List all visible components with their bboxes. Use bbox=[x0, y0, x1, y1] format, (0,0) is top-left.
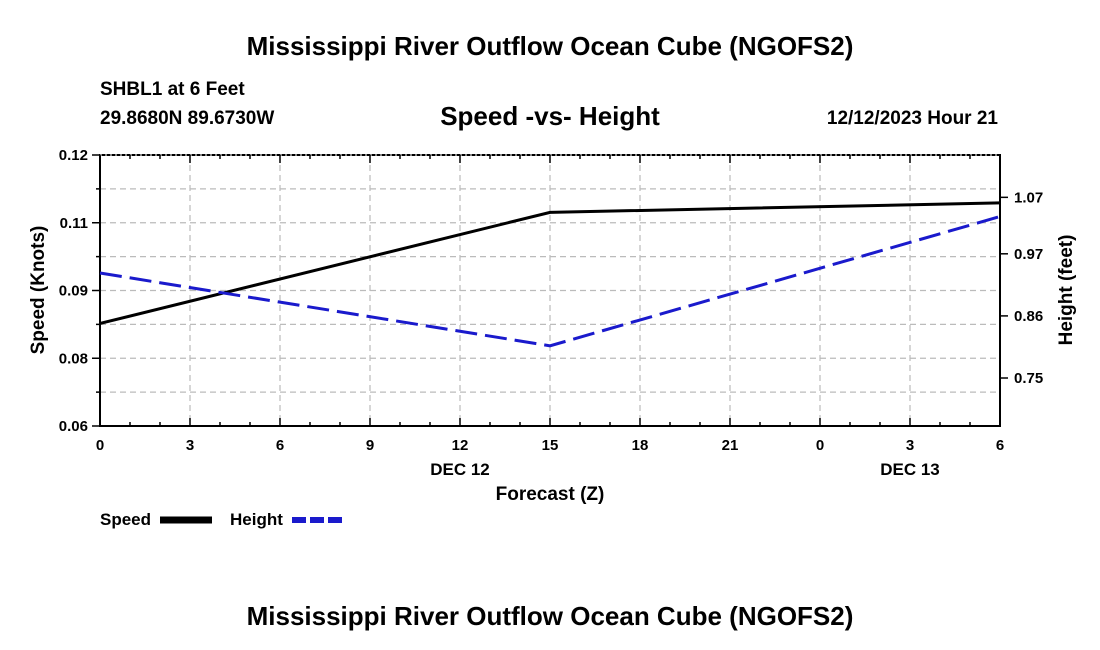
x-tick-label: 18 bbox=[632, 437, 649, 454]
series-line-height bbox=[99, 215, 1001, 348]
y-axis-right: 0.75 0.86 0.97 1.07 bbox=[1000, 189, 1043, 387]
y2-tick-label: 1.07 bbox=[1014, 189, 1043, 206]
x-tick-label: 15 bbox=[542, 437, 559, 454]
x-day-label: DEC 12 bbox=[430, 460, 490, 479]
grid bbox=[100, 155, 1000, 426]
x-tick-label: 21 bbox=[722, 437, 739, 454]
chart-title: Mississippi River Outflow Ocean Cube (NG… bbox=[247, 31, 854, 61]
legend-height-label: Height bbox=[230, 510, 283, 529]
x-tick-label: 6 bbox=[996, 437, 1004, 454]
chart-subtitle: Speed -vs- Height bbox=[440, 101, 660, 131]
station-label: SHBL1 at 6 Feet bbox=[100, 79, 245, 100]
x-tick-label: 0 bbox=[816, 437, 824, 454]
y-tick-label: 0.06 bbox=[59, 418, 88, 435]
y-tick-label: 0.09 bbox=[59, 283, 88, 300]
x-tick-label: 9 bbox=[366, 437, 374, 454]
coordinates-label: 29.8680N 89.6730W bbox=[100, 108, 274, 129]
x-tick-label: 0 bbox=[96, 437, 104, 454]
x-tick-label: 3 bbox=[906, 437, 914, 454]
legend-speed-label: Speed bbox=[100, 510, 151, 529]
series-line-speed bbox=[99, 201, 1001, 325]
y-axis-title: Speed (Knots) bbox=[28, 226, 49, 355]
y-tick-label: 0.11 bbox=[60, 215, 88, 232]
y2-tick-label: 0.86 bbox=[1014, 308, 1043, 325]
x-axis-title: Forecast (Z) bbox=[496, 484, 605, 505]
y-axis-left: 0.06 0.08 0.09 0.11 0.12 bbox=[59, 147, 100, 435]
series-group bbox=[99, 201, 1001, 348]
footer-title: Mississippi River Outflow Ocean Cube (NG… bbox=[247, 601, 854, 631]
x-tick-label: 6 bbox=[276, 437, 284, 454]
x-axis: 0 3 6 9 12 15 18 21 0 3 6 DEC 12 DEC 13 bbox=[96, 155, 1004, 479]
y2-axis-title: Height (feet) bbox=[1056, 235, 1077, 346]
x-day-label: DEC 13 bbox=[880, 460, 940, 479]
x-tick-label: 12 bbox=[452, 437, 469, 454]
legend: Speed Height bbox=[100, 510, 342, 529]
x-tick-label: 3 bbox=[186, 437, 194, 454]
y2-tick-label: 0.75 bbox=[1014, 370, 1043, 387]
y2-tick-label: 0.97 bbox=[1014, 246, 1043, 263]
datetime-label: 12/12/2023 Hour 21 bbox=[827, 108, 999, 129]
y-tick-label: 0.12 bbox=[59, 147, 88, 164]
y-tick-label: 0.08 bbox=[59, 350, 88, 367]
